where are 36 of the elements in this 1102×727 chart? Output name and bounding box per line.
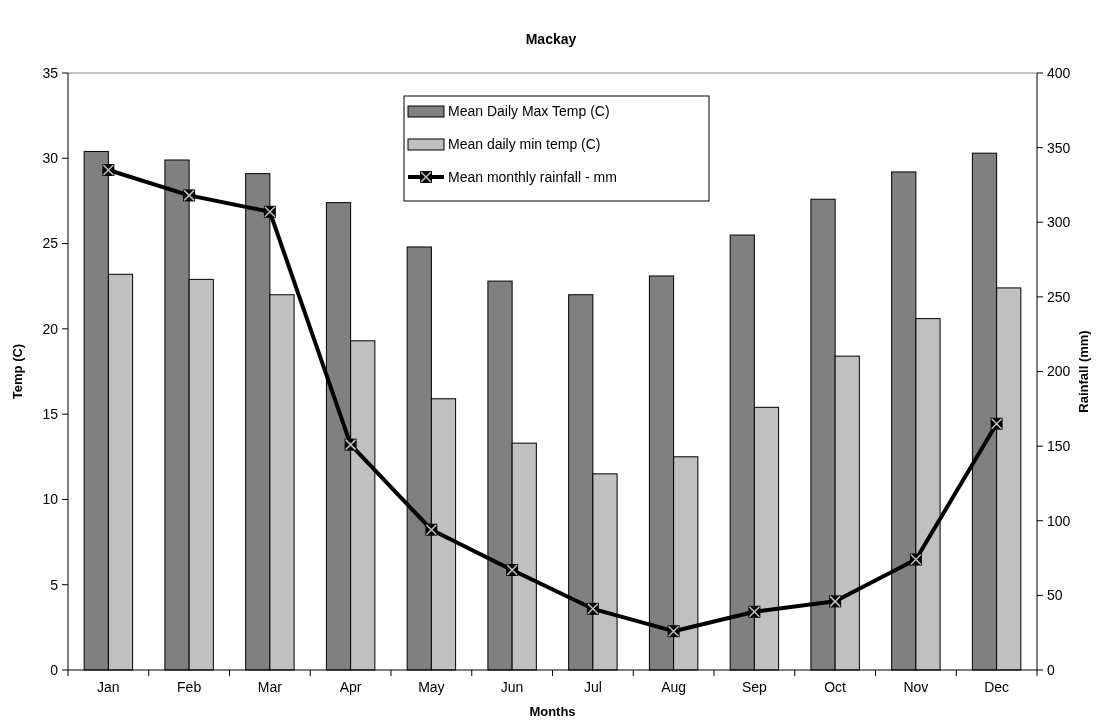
- x-tick-label: Mar: [257, 679, 283, 695]
- x-tick-label: Jan: [97, 679, 120, 695]
- y2-tick-label: 250: [1047, 288, 1071, 305]
- y-tick-label: 5: [50, 576, 59, 593]
- legend-label: Mean Daily Max Temp (C): [448, 102, 610, 119]
- y-tick-label: 25: [42, 235, 59, 252]
- y-tick-label: 20: [42, 320, 59, 337]
- y2-axis-title: Rainfall (mm): [1076, 330, 1091, 413]
- x-tick-label: Nov: [903, 679, 929, 695]
- x-tick-label: Sep: [741, 679, 768, 695]
- y2-tick-label: 300: [1047, 214, 1071, 231]
- x-tick-label: Jul: [583, 679, 602, 695]
- y2-tick-label: 0: [1047, 661, 1055, 678]
- x-tick-label: May: [418, 679, 445, 695]
- x-tick-label: Oct: [824, 679, 847, 695]
- x-tick-label: Feb: [177, 679, 202, 695]
- y-tick-label: 0: [50, 661, 59, 678]
- legend-label: Mean monthly rainfall - mm: [448, 168, 617, 185]
- y-tick-label: 15: [42, 406, 59, 423]
- y-tick-label: 10: [42, 491, 59, 508]
- y2-tick-label: 150: [1047, 438, 1071, 455]
- y2-tick-label: 100: [1047, 512, 1071, 529]
- legend-label: Mean daily min temp (C): [448, 135, 601, 152]
- y2-tick-label: 400: [1047, 64, 1071, 81]
- x-tick-label: Dec: [984, 679, 1010, 695]
- x-tick-label: Jun: [500, 679, 524, 695]
- chart-title: Mackay: [525, 31, 577, 47]
- y-tick-label: 35: [42, 64, 59, 81]
- y-axis-title: Temp (C): [10, 343, 25, 400]
- y2-tick-label: 350: [1047, 139, 1071, 156]
- x-tick-label: Aug: [661, 679, 687, 695]
- y-tick-label: 30: [42, 150, 59, 167]
- y2-tick-label: 200: [1047, 363, 1071, 380]
- y2-tick-label: 50: [1047, 587, 1063, 604]
- x-axis-title: Months: [529, 704, 576, 719]
- x-tick-label: Apr: [339, 679, 362, 695]
